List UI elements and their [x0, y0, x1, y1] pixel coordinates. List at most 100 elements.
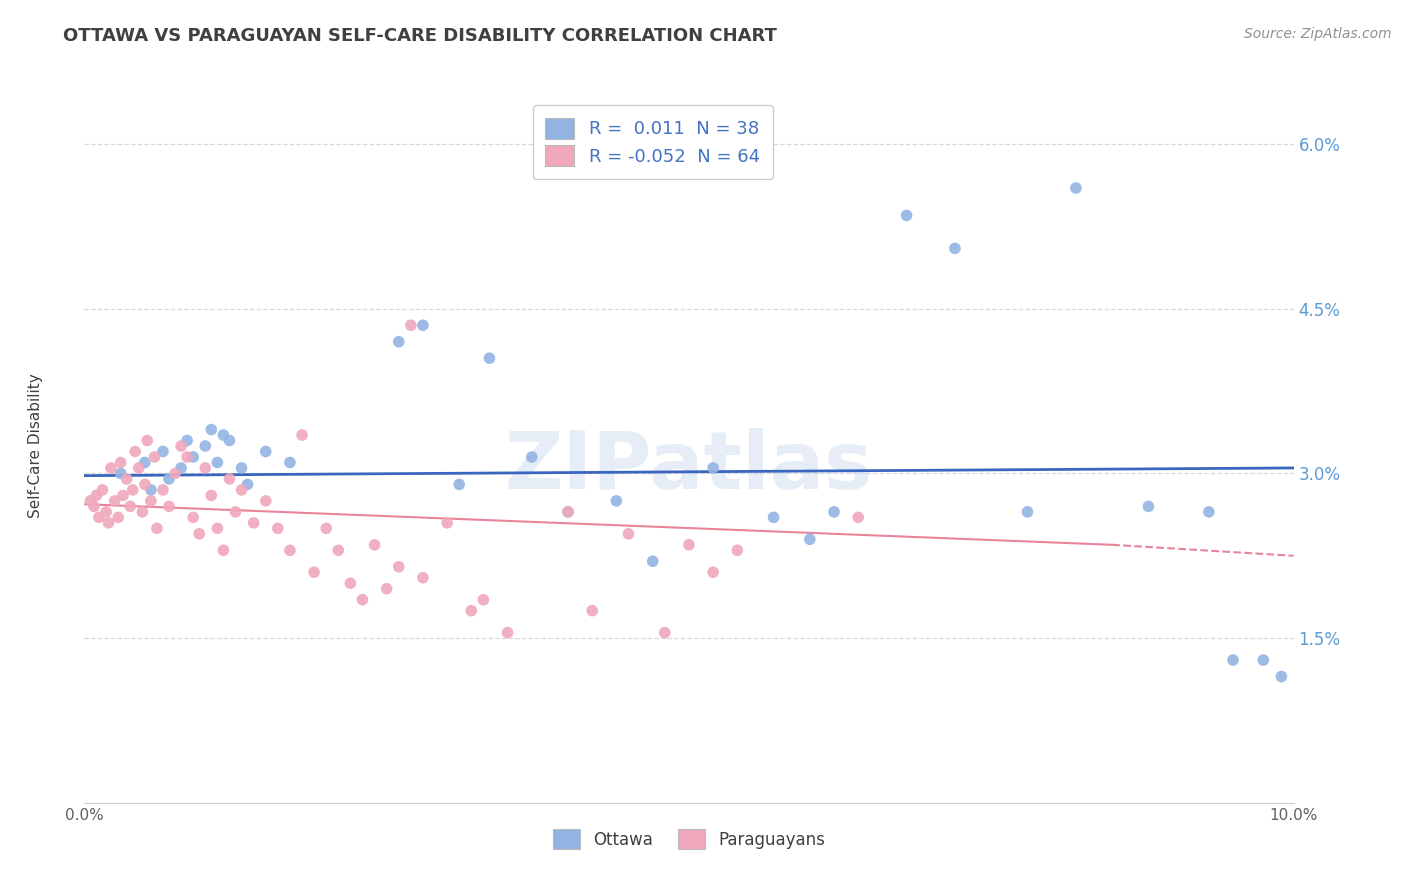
Point — [617, 526, 640, 541]
Point — [170, 439, 193, 453]
Point — [896, 209, 918, 223]
Point — [654, 625, 676, 640]
Point — [799, 533, 821, 547]
Point — [278, 543, 301, 558]
Point — [94, 505, 117, 519]
Point — [212, 428, 235, 442]
Point — [823, 505, 845, 519]
Point — [181, 450, 204, 464]
Point — [678, 538, 700, 552]
Point — [188, 526, 211, 541]
Point — [231, 483, 253, 497]
Legend: Ottawa, Paraguayans: Ottawa, Paraguayans — [543, 820, 835, 859]
Point — [87, 510, 110, 524]
Point — [115, 472, 138, 486]
Point — [1137, 500, 1160, 514]
Point — [557, 505, 579, 519]
Point — [112, 488, 135, 502]
Point — [242, 516, 264, 530]
Point — [1253, 653, 1275, 667]
Point — [254, 444, 277, 458]
Point — [97, 516, 120, 530]
Point — [134, 455, 156, 469]
Point — [702, 461, 724, 475]
Point — [152, 444, 174, 458]
Point — [496, 625, 519, 640]
Point — [104, 494, 127, 508]
Point — [388, 334, 411, 349]
Point — [134, 477, 156, 491]
Point — [218, 472, 240, 486]
Point — [267, 521, 290, 535]
Point — [194, 439, 217, 453]
Point — [291, 428, 314, 442]
Text: Self-Care Disability: Self-Care Disability — [28, 374, 44, 518]
Point — [702, 566, 724, 580]
Point — [110, 455, 132, 469]
Point — [436, 516, 458, 530]
Point — [207, 521, 229, 535]
Point — [121, 483, 143, 497]
Text: ZIPatlas: ZIPatlas — [505, 428, 873, 507]
Point — [91, 483, 114, 497]
Point — [472, 592, 495, 607]
Point — [412, 571, 434, 585]
Point — [278, 455, 301, 469]
Point — [557, 505, 579, 519]
Point — [478, 351, 501, 366]
Point — [943, 241, 966, 255]
Point — [1270, 669, 1292, 683]
Point — [124, 444, 146, 458]
Point — [165, 467, 187, 481]
Point — [231, 461, 253, 475]
Point — [136, 434, 159, 448]
Point — [449, 477, 471, 491]
Point — [176, 434, 198, 448]
Point — [131, 505, 153, 519]
Point — [143, 450, 166, 464]
Point — [207, 455, 229, 469]
Point — [170, 461, 193, 475]
Point — [225, 505, 247, 519]
Point — [128, 461, 150, 475]
Point — [1017, 505, 1039, 519]
Point — [254, 494, 277, 508]
Point — [200, 488, 222, 502]
Point — [194, 461, 217, 475]
Point — [107, 510, 129, 524]
Point — [176, 450, 198, 464]
Point — [79, 494, 101, 508]
Point — [110, 467, 132, 481]
Point — [212, 543, 235, 558]
Point — [641, 554, 664, 568]
Point — [520, 450, 543, 464]
Point — [605, 494, 627, 508]
Point — [139, 483, 162, 497]
Point — [315, 521, 337, 535]
Point — [725, 543, 748, 558]
Point — [86, 488, 108, 502]
Point — [139, 494, 162, 508]
Point — [762, 510, 785, 524]
Point — [200, 423, 222, 437]
Point — [100, 461, 122, 475]
Text: OTTAWA VS PARAGUAYAN SELF-CARE DISABILITY CORRELATION CHART: OTTAWA VS PARAGUAYAN SELF-CARE DISABILIT… — [63, 27, 778, 45]
Point — [388, 559, 411, 574]
Point — [412, 318, 434, 333]
Point — [328, 543, 350, 558]
Point — [339, 576, 361, 591]
Point — [157, 472, 180, 486]
Point — [460, 604, 482, 618]
Point — [120, 500, 142, 514]
Point — [83, 500, 105, 514]
Point — [399, 318, 422, 333]
Point — [236, 477, 259, 491]
Point — [157, 500, 180, 514]
Point — [581, 604, 603, 618]
Point — [1222, 653, 1244, 667]
Point — [846, 510, 869, 524]
Point — [375, 582, 398, 596]
Text: Source: ZipAtlas.com: Source: ZipAtlas.com — [1244, 27, 1392, 41]
Point — [1064, 181, 1087, 195]
Point — [218, 434, 240, 448]
